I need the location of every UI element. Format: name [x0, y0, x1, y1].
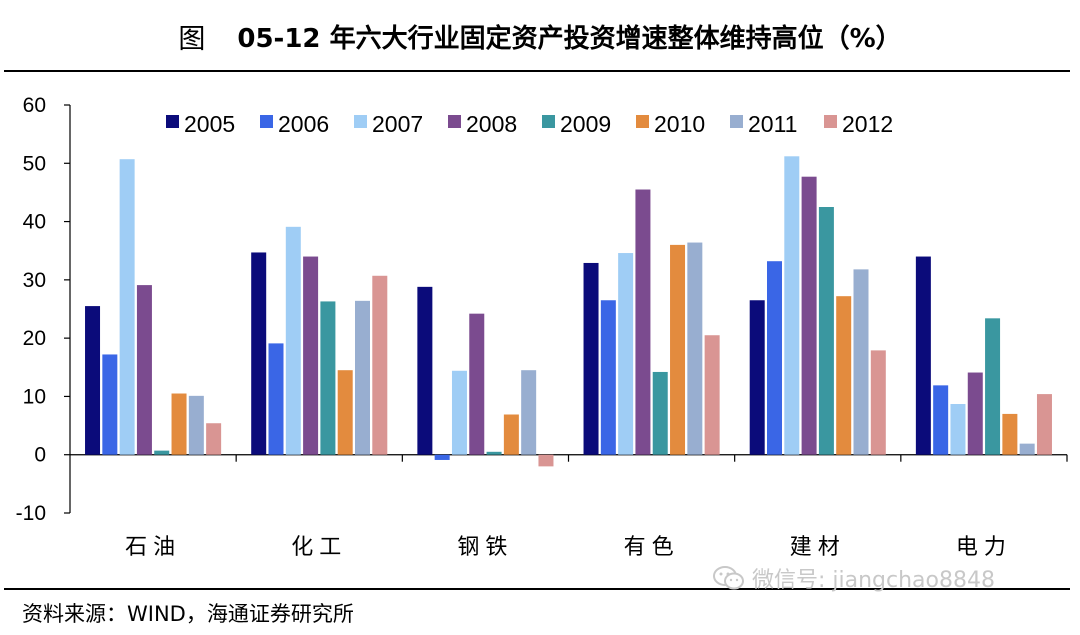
bar-2011-化工 [355, 300, 370, 455]
bar-2005-建材 [749, 300, 765, 455]
legend-swatch-2005 [166, 115, 179, 128]
bar-2009-电力 [985, 318, 1001, 455]
y-tick-label: 60 [23, 94, 46, 117]
bar-2005-有色 [583, 262, 599, 455]
x-category-label: 有色 [624, 535, 680, 560]
bar-2010-有色 [670, 244, 686, 455]
y-tick-label: 20 [23, 327, 46, 350]
legend-swatch-2006 [260, 115, 273, 128]
x-category-label: 石油 [125, 535, 181, 560]
x-category-label: 电力 [956, 535, 1012, 560]
figure-title: 05-12 年六大行业固定资产投资增速整体维持高位（%） [237, 23, 902, 54]
legend-swatch-2011 [730, 115, 743, 128]
bar-2007-有色 [618, 253, 634, 455]
legend-swatch-2012 [824, 115, 837, 128]
legend-label-2007: 2007 [372, 111, 423, 137]
bar-2010-建材 [836, 296, 852, 455]
bar-2011-石油 [188, 395, 204, 455]
bar-2012-电力 [1036, 394, 1052, 455]
x-category-label: 钢铁 [457, 535, 513, 560]
bar-2009-石油 [154, 450, 170, 455]
bar-2005-石油 [85, 306, 101, 455]
legend-swatch-2010 [636, 115, 649, 128]
bar-2007-建材 [784, 156, 800, 455]
bar-2008-钢铁 [469, 313, 485, 455]
bar-2006-化工 [268, 343, 284, 455]
bar-2008-电力 [967, 372, 983, 455]
bar-2010-化工 [337, 370, 353, 455]
bar-2008-建材 [801, 176, 817, 455]
legend-swatch-2009 [542, 115, 555, 128]
bar-2012-化工 [372, 275, 388, 455]
legend-label-2012: 2012 [842, 111, 893, 137]
legend-label-2008: 2008 [466, 111, 517, 137]
bar-2009-钢铁 [486, 451, 502, 455]
watermark: 微信号: jiangchao8848 [712, 562, 995, 594]
bar-2012-钢铁 [538, 454, 554, 467]
wechat-icon [713, 566, 744, 590]
y-tick-label: 0 [34, 444, 46, 467]
x-category-label: 建材 [790, 535, 846, 560]
legend-label-2011: 2011 [748, 111, 797, 137]
figure-label: 图 [178, 23, 208, 55]
bar-2011-建材 [853, 269, 869, 455]
legend-swatch-2007 [354, 115, 367, 128]
legend-label-2006: 2006 [278, 111, 329, 137]
bar-2007-钢铁 [451, 370, 467, 455]
bar-2011-有色 [687, 242, 703, 455]
bar-2011-钢铁 [521, 370, 537, 455]
bar-2012-建材 [870, 350, 886, 455]
bar-2005-电力 [915, 256, 931, 455]
legend-label-2009: 2009 [560, 111, 611, 137]
figure-title-row: 图 05-12 年六大行业固定资产投资增速整体维持高位（%） [0, 8, 1080, 64]
bar-2011-电力 [1019, 443, 1035, 455]
y-tick-label: 10 [23, 385, 46, 408]
source-note: 资料来源：WIND，海通证券研究所 [22, 602, 354, 626]
y-tick-label: 30 [23, 269, 46, 292]
y-tick-label: 40 [23, 211, 46, 234]
bar-2008-有色 [635, 189, 651, 455]
bar-2008-石油 [136, 285, 152, 455]
legend-label-2010: 2010 [654, 111, 705, 137]
bar-2012-有色 [704, 335, 720, 455]
title-divider [4, 70, 1070, 72]
bar-2006-建材 [767, 261, 782, 455]
legend-swatch-2008 [448, 115, 461, 128]
bar-2009-建材 [818, 207, 834, 455]
bar-2009-化工 [320, 301, 336, 455]
bar-2010-钢铁 [503, 414, 519, 455]
bar-2008-化工 [303, 256, 319, 455]
bar-2006-电力 [933, 385, 949, 455]
bar-2005-钢铁 [417, 286, 433, 455]
bar-chart: -10 0 10 20 30 40 50 60 石油 化工 钢铁 有色 建材 电力 2005 2006 2007… [16, 94, 1068, 560]
bar-2007-石油 [119, 159, 135, 455]
bar-2012-石油 [206, 423, 222, 455]
bar-2005-化工 [251, 252, 267, 455]
y-tick-label: 50 [23, 152, 46, 175]
bar-2006-钢铁 [434, 454, 450, 460]
source-divider [4, 588, 1070, 590]
bar-2010-石油 [171, 393, 187, 455]
legend-label-2005: 2005 [184, 111, 235, 137]
bar-2007-电力 [950, 404, 966, 455]
bar-2010-电力 [1002, 413, 1018, 455]
bar-2006-石油 [102, 354, 118, 455]
bar-2006-有色 [600, 300, 616, 455]
y-tick-label: -10 [16, 502, 46, 525]
bar-2009-有色 [652, 371, 668, 455]
x-category-label: 化工 [291, 535, 347, 560]
watermark-text: 微信号: jiangchao8848 [752, 568, 995, 593]
bar-2007-化工 [285, 226, 301, 455]
